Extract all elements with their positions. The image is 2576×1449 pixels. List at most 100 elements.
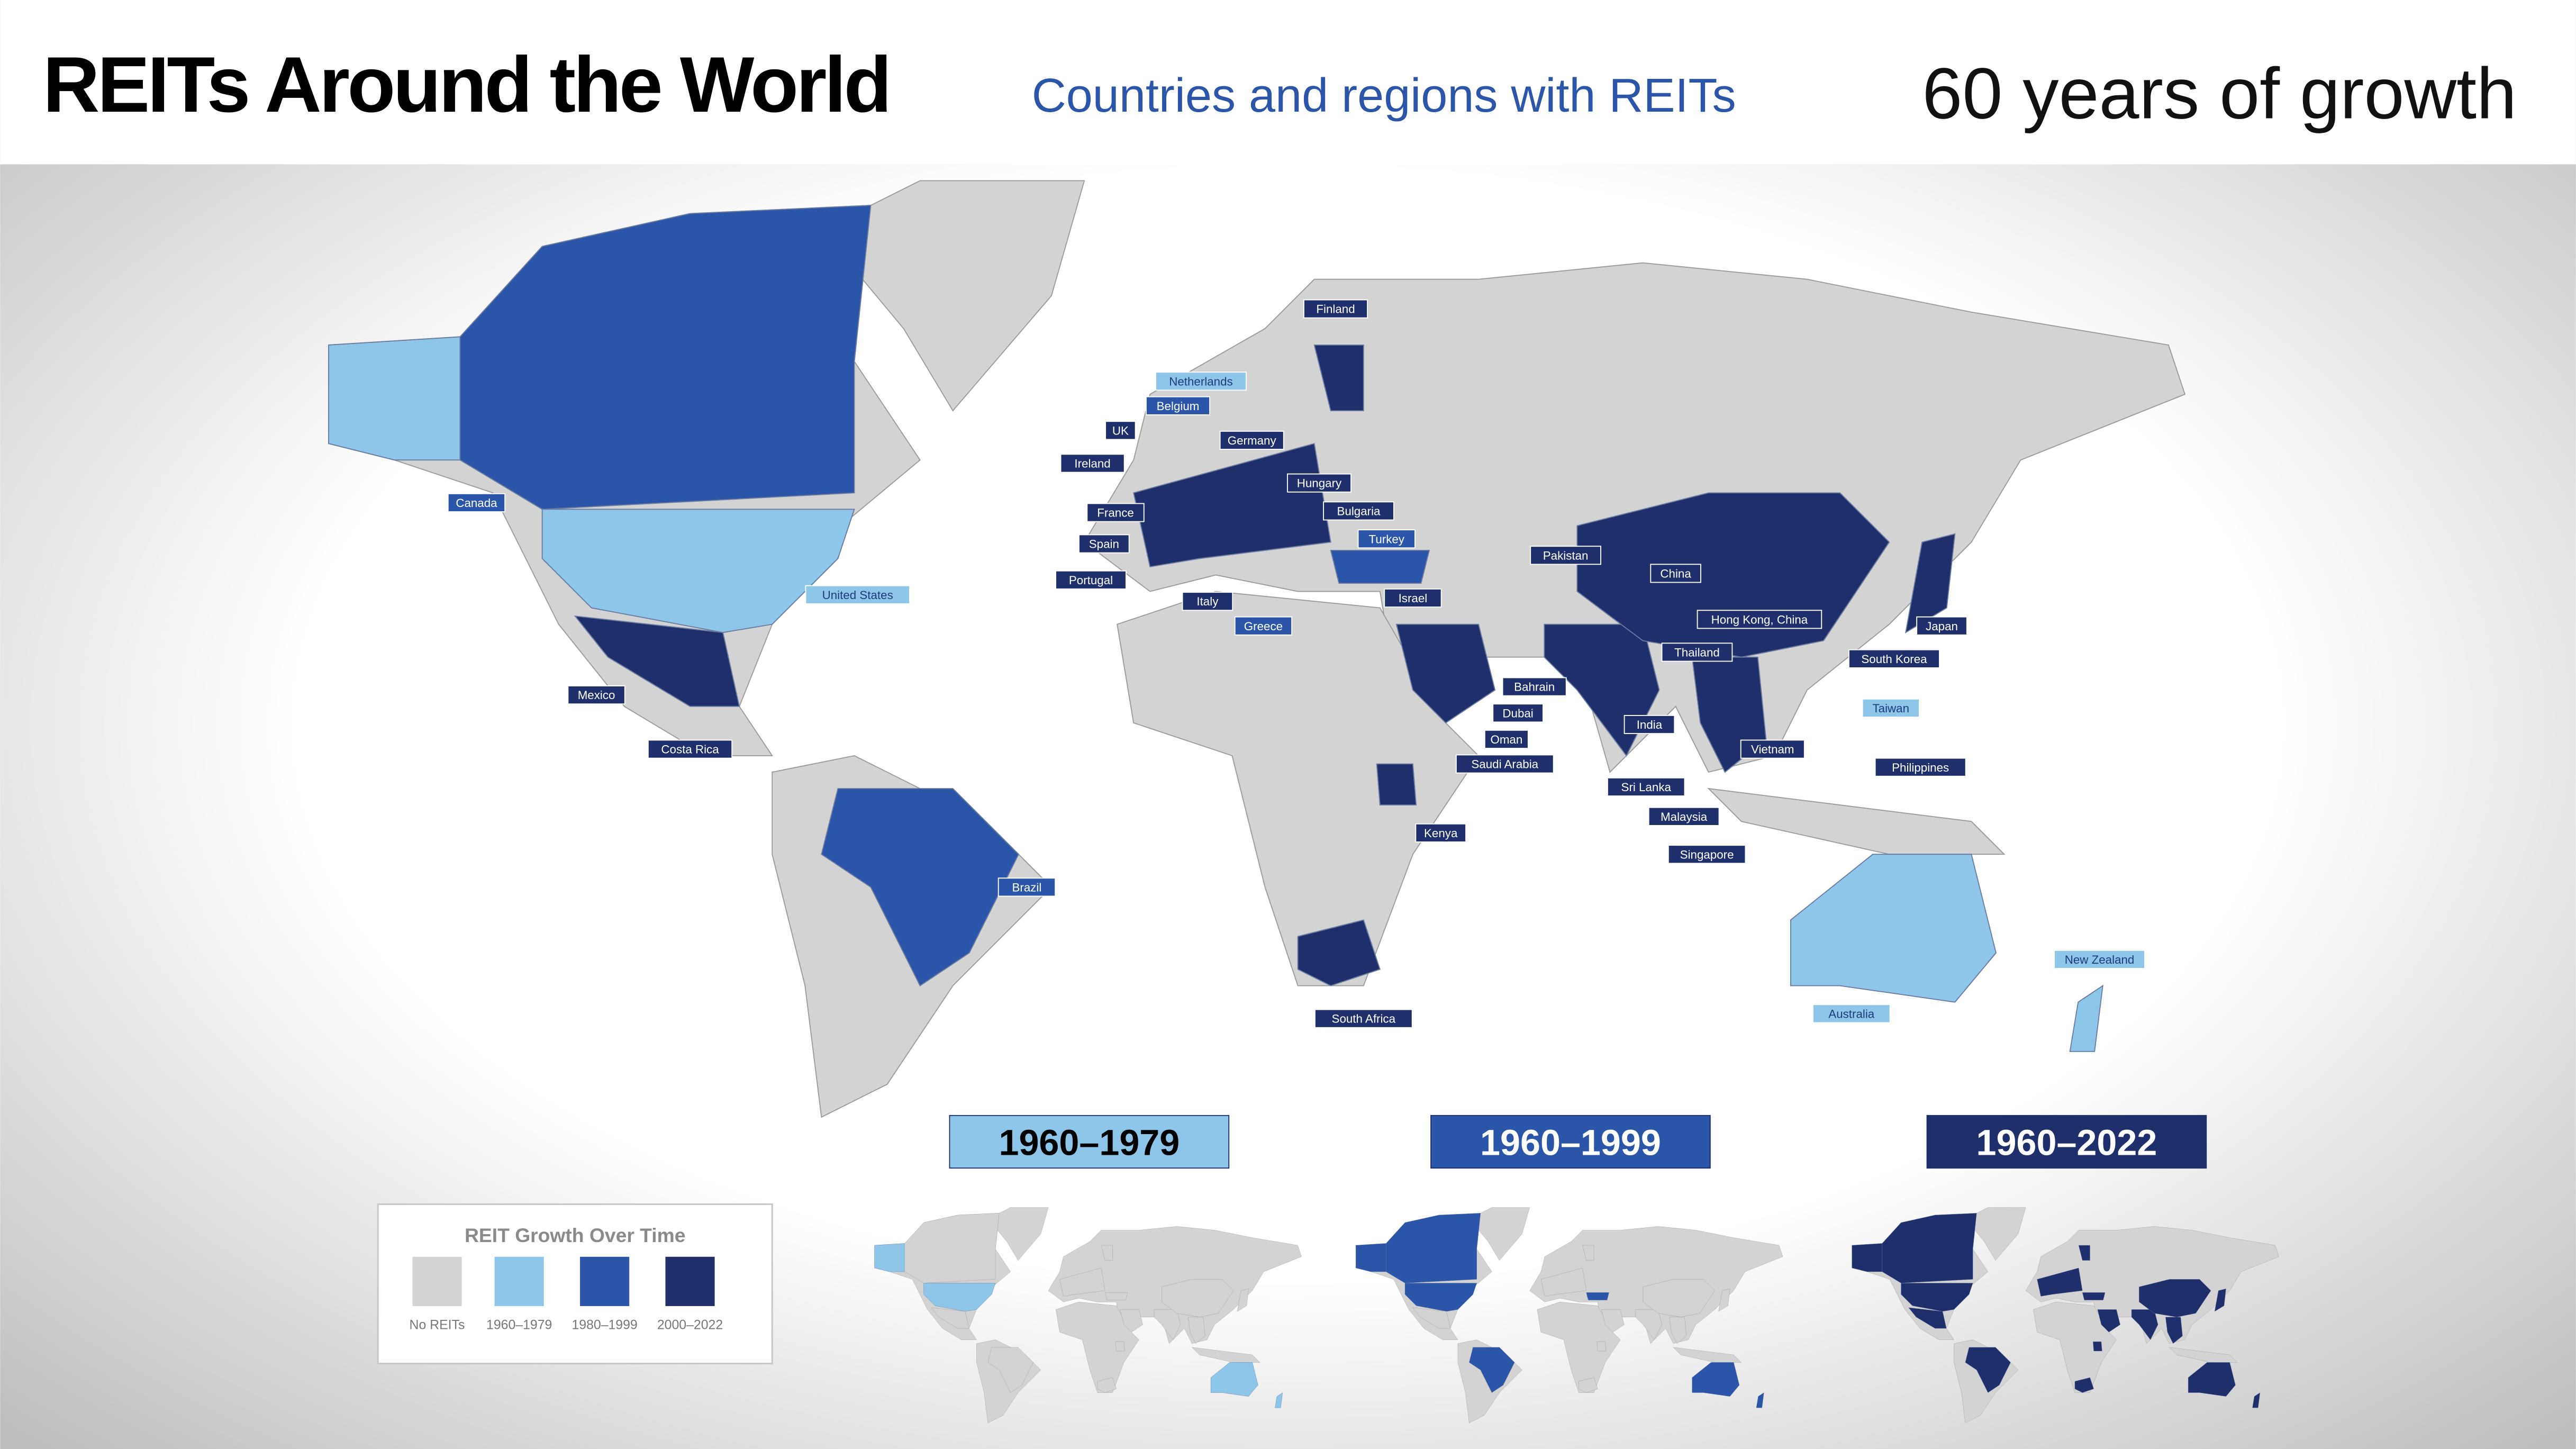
europe [2037,1267,2083,1297]
country-label: China [1660,567,1691,580]
label-tag [647,739,733,759]
new-zealand [1756,1392,1764,1408]
label-tag [1502,677,1567,696]
label-tag [1146,396,1211,415]
legend: REIT Growth Over Time No REITs 1960–1979 1… [377,1203,773,1365]
world-map [328,180,2186,1118]
turkey [2082,1292,2106,1300]
legend-title: REIT Growth Over Time [465,1224,685,1246]
label-tag [1314,1009,1413,1028]
country-label: Germany [1228,434,1277,447]
country-label: Taiwan [1872,702,1909,715]
africa [1537,1301,1621,1393]
label-tag [1078,534,1130,554]
africa [1117,591,1480,986]
label-tag [1384,588,1442,608]
finland [1101,1245,1113,1261]
label-tag [567,685,625,705]
finland [1313,344,1364,412]
label-tag [1530,546,1601,565]
country-label: Singapore [1680,848,1734,861]
legend-label: 2000–2022 [657,1318,723,1332]
alaska [874,1243,905,1272]
country-label: Ireland [1074,457,1110,470]
new-zealand [2069,984,2103,1052]
label-tag [1740,739,1805,759]
legend-swatch [580,1256,630,1306]
label-tag [805,585,910,604]
tagline: 60 years of growth [1922,53,2517,134]
country-label: United States [822,588,893,602]
new-zealand [2252,1392,2261,1408]
china [2139,1279,2211,1317]
southeast-asia [1669,1317,1687,1344]
label-tag [1055,570,1127,590]
canada [904,1213,1000,1283]
subtitle: Countries and regions with REITs [1032,69,1736,122]
turkey [1586,1292,1609,1300]
mini-map [1355,1207,1783,1423]
country-label: Saudi Arabia [1471,758,1538,771]
southeast-asia [2165,1317,2183,1344]
saudi-arabia [1120,1309,1143,1333]
panel-title: 1960–1979 [999,1122,1180,1163]
label-tag [1697,610,1822,629]
new-zealand [1275,1392,1283,1408]
label-tag [1874,757,1966,777]
legend-swatch [665,1256,715,1306]
label-tag [1492,703,1544,723]
europe [1540,1267,1586,1297]
usa [923,1283,996,1312]
japan [1718,1288,1730,1312]
south-africa [2074,1377,2094,1393]
label-tag [1667,845,1746,864]
country-label: Bahrain [1514,681,1555,694]
label-tag [1455,754,1554,774]
turkey [1104,1292,1128,1300]
country-label: Brazil [1012,881,1041,894]
south-africa [1579,1377,1598,1393]
saudi-arabia [2097,1309,2120,1333]
japan [1237,1288,1249,1312]
japan [1904,533,1956,634]
indonesia [2169,1347,2238,1363]
country-label: Philippines [1892,761,1949,774]
brazil [987,1347,1033,1393]
china [1643,1279,1715,1317]
saudi-arabia [1395,623,1496,724]
country-label: Kenya [1424,827,1458,840]
country-label: Japan [1926,620,1958,633]
australia [2188,1362,2236,1397]
southeast-asia [1188,1317,1205,1344]
china [1162,1279,1234,1317]
label-tag [1105,421,1136,440]
greenland [1469,1207,1530,1261]
country-label: New Zealand [2065,953,2135,966]
canada [1386,1213,1481,1283]
alaska [1852,1243,1883,1272]
usa [1404,1283,1477,1312]
finland [2078,1245,2090,1261]
south-africa [1097,1377,1117,1393]
brazil [1965,1347,2011,1393]
timeline-panels: 1960–1979 1960–1999 1960–2022 [874,1115,2279,1423]
country-label: Thailand [1674,646,1720,659]
canada [1882,1213,1977,1283]
mexico [1908,1307,1947,1329]
label-tag [1323,501,1394,521]
usa [1901,1283,1973,1312]
country-label: Costa Rica [661,743,719,756]
country-label: Greece [1244,620,1283,633]
africa [2033,1301,2117,1393]
africa [1056,1301,1139,1393]
country-label: Dubai [1502,707,1533,720]
indonesia [1191,1347,1260,1363]
usa [541,509,855,633]
label-tag [2054,949,2145,969]
country-label: France [1097,506,1134,520]
brazil [1469,1347,1515,1393]
south-africa [1297,919,1381,986]
canada [459,205,872,510]
